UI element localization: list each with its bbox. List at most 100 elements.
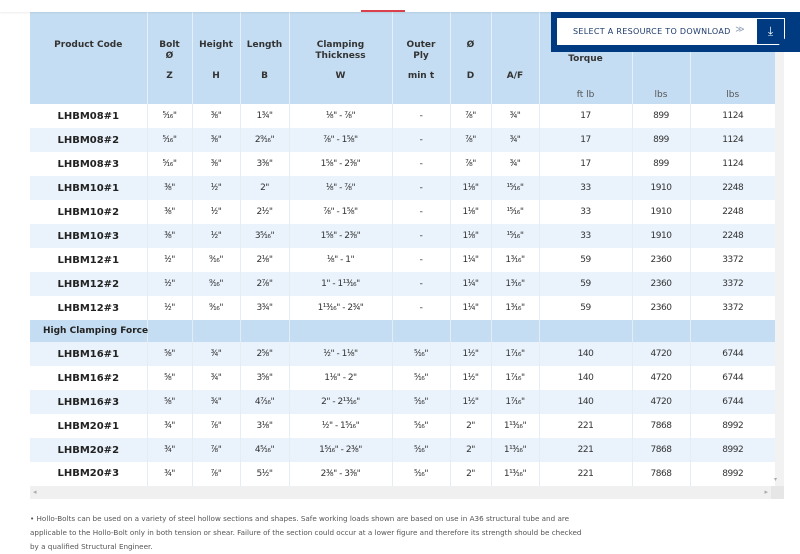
table-cell: 1¹³⁄₁₆": [490, 438, 539, 462]
table-cell: 17: [538, 104, 632, 128]
table-cell: 2³⁄₈" - 3³⁄₈": [288, 462, 392, 486]
column-header-title: Torque: [568, 54, 603, 64]
table-cell: ¹⁄₂": [146, 296, 192, 320]
table-cell: 221: [538, 462, 632, 486]
table-row: LHBM16#3 ⁵⁄₈" ³⁄₄" 4⁷⁄₁₆" 2" - 2¹³⁄₁₆" ⁵⁄₁₆" 1…: [30, 390, 775, 414]
product-code-cell: LHBM08#1: [30, 104, 147, 128]
table-cell: ⁷⁄₈": [449, 128, 491, 152]
table-cell: ¹⁵⁄₁₆": [490, 200, 539, 224]
table-cell: ⁹⁄₁₆": [191, 248, 240, 272]
column-header-title: Clamping Thickness: [315, 40, 366, 61]
table-cell: 2⁹⁄₁₆": [239, 128, 289, 152]
scroll-down-arrow-icon[interactable]: ▾: [774, 476, 778, 483]
table-cell: 2¹⁄₂": [239, 200, 289, 224]
table-cell: 7868: [631, 462, 690, 486]
table-cell: ³⁄₄": [490, 128, 539, 152]
table-row: LHBM16#2 ⁵⁄₈" ³⁄₄" 3⁵⁄₈" 1¹⁄₈" - 2" ⁵⁄₁₆" 1¹⁄₂…: [30, 366, 775, 390]
product-code-cell: LHBM16#1: [30, 342, 147, 366]
table-cell: ³⁄₈": [191, 104, 240, 128]
table-cell: 4720: [631, 366, 690, 390]
column-header: Length B: [239, 12, 289, 104]
table-cell: 8992: [689, 462, 775, 486]
table-cell: 17: [538, 128, 632, 152]
table-cell: [146, 320, 192, 342]
column-header: Bolt Ø Z: [146, 12, 192, 104]
table-cell: ⁷⁄₈": [191, 414, 240, 438]
table-cell: 3³⁄₈": [239, 152, 289, 176]
column-header: Clamping Thickness W: [288, 12, 392, 104]
table-cell: ⁵⁄₁₆": [391, 366, 450, 390]
table-cell: ³⁄₄": [490, 104, 539, 128]
table-cell: -: [391, 248, 450, 272]
table-body: LHBM08#1 ⁵⁄₁₆" ³⁄₈" 1³⁄₄" ¹⁄₈" - ⁷⁄₈" - ⁷⁄₈" ³⁄…: [30, 104, 775, 486]
resource-select[interactable]: SELECT A RESOURCE TO DOWNLOAD ≫: [557, 18, 757, 45]
table-cell: 1910: [631, 176, 690, 200]
table-cell: ⁷⁄₈" - 1⁵⁄₈": [288, 128, 392, 152]
table-cell: 1⁵⁄₈" - 2³⁄₈": [288, 224, 392, 248]
table-cell: ¹⁵⁄₁₆": [490, 224, 539, 248]
table-cell: 1³⁄₁₆": [490, 248, 539, 272]
table-cell: 33: [538, 176, 632, 200]
scroll-left-arrow-icon[interactable]: ◂: [33, 488, 37, 496]
table-cell: 7868: [631, 438, 690, 462]
table-cell: 140: [538, 390, 632, 414]
table-cell: 1¹⁄₂": [449, 342, 491, 366]
horizontal-scrollbar[interactable]: ◂ ▸: [30, 486, 784, 499]
table-row: LHBM10#1 ³⁄₈" ¹⁄₂" 2" ¹⁄₈" - ⁷⁄₈" -1¹⁄₈" ¹⁵⁄₁₆…: [30, 176, 775, 200]
table-cell: ³⁄₄": [191, 390, 240, 414]
table-cell: ³⁄₄": [146, 462, 192, 486]
table-cell: ⁹⁄₁₆": [191, 296, 240, 320]
table-row: LHBM20#2 ³⁄₄" ⁷⁄₈" 4⁵⁄₁₆" 1⁵⁄₁₆" - 2³⁄₈" ⁵⁄₁₆…: [30, 438, 775, 462]
table-cell: 1¹⁄₂": [449, 366, 491, 390]
table-cell: 3372: [689, 272, 775, 296]
product-code-cell: LHBM20#2: [30, 438, 147, 462]
table-cell: 1¹³⁄₁₆" - 2³⁄₄": [288, 296, 392, 320]
scroll-right-arrow-icon[interactable]: ▸: [764, 488, 768, 496]
table-cell: 899: [631, 104, 690, 128]
table-cell: 1910: [631, 224, 690, 248]
table-cell: 59: [538, 296, 632, 320]
table-cell: 1³⁄₁₆": [490, 272, 539, 296]
table-cell: ¹⁄₂" - 1⁵⁄₁₆": [288, 414, 392, 438]
table-cell: 3⁵⁄₈": [239, 366, 289, 390]
table-cell: 1¹⁄₂": [449, 390, 491, 414]
table-row: LHBM10#3 ³⁄₈" ¹⁄₂" 3⁵⁄₁₆" 1⁵⁄₈" - 2³⁄₈" -1¹⁄₈…: [30, 224, 775, 248]
table-cell: -: [391, 176, 450, 200]
table-cell: 6744: [689, 390, 775, 414]
table-cell: 1¹⁄₈": [449, 224, 491, 248]
column-header-unit: ft lb: [576, 90, 595, 100]
column-header-symbol: B: [261, 71, 268, 81]
table-cell: 2248: [689, 176, 775, 200]
column-header-symbol: Z: [166, 71, 173, 81]
column-header-title: Outer Ply: [406, 40, 436, 61]
table-cell: ¹⁄₈" - ⁷⁄₈": [288, 176, 392, 200]
table-cell: 6744: [689, 342, 775, 366]
table-cell: -: [391, 152, 450, 176]
table-cell: 7868: [631, 414, 690, 438]
table-cell: ⁷⁄₈": [191, 462, 240, 486]
table-cell: 4⁵⁄₁₆": [239, 438, 289, 462]
table-cell: 2" - 2¹³⁄₁₆": [288, 390, 392, 414]
product-code-cell: LHBM12#2: [30, 272, 147, 296]
table-header-row: Product Code Bolt Ø Z Height H Length B Clampin…: [30, 12, 775, 104]
download-button[interactable]: ⤓: [757, 18, 785, 45]
table-cell: 2248: [689, 224, 775, 248]
table-cell: ⁵⁄₁₆": [391, 342, 450, 366]
table-cell: 4⁷⁄₁₆": [239, 390, 289, 414]
table-cell: ⁷⁄₈" - 1⁵⁄₈": [288, 200, 392, 224]
table-cell: ⁵⁄₁₆": [391, 390, 450, 414]
table-cell: 1124: [689, 128, 775, 152]
table-cell: 2": [449, 414, 491, 438]
table-cell: 8992: [689, 438, 775, 462]
download-panel: SELECT A RESOURCE TO DOWNLOAD ≫ ⤓: [551, 12, 800, 52]
table-cell: 1¹⁄₈" - 2": [288, 366, 392, 390]
table-row: LHBM20#3 ³⁄₄" ⁷⁄₈" 5¹⁄₂" 2³⁄₈" - 3³⁄₈" ⁵⁄₁₆" 2…: [30, 462, 775, 486]
table-cell: -: [391, 200, 450, 224]
table-cell: 17: [538, 152, 632, 176]
spec-table-container[interactable]: Product Code Bolt Ø Z Height H Length B Clampin…: [30, 12, 784, 486]
table-cell: 59: [538, 248, 632, 272]
table-cell: 1124: [689, 104, 775, 128]
footnote: • Hollo-Bolts can be used on a variety o…: [30, 514, 582, 551]
table-cell: ⁵⁄₁₆": [391, 438, 450, 462]
